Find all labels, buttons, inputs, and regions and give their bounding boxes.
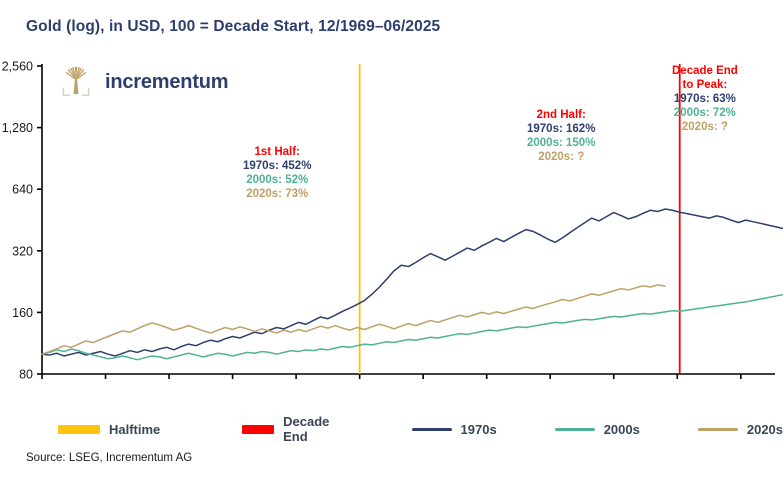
annotation-heading: 2nd Half: (536, 109, 586, 121)
annotation-row-1970s: 1970s: 452% (243, 160, 312, 172)
annotation-second-half: 2nd Half: 1970s: 162% 2000s: 150% 2020s:… (527, 108, 595, 164)
annotation-decade-end-to-peak: Decade End to Peak: 1970s: 63% 2000s: 72… (672, 64, 738, 134)
source-note: Source: LSEG, Incrementum AG (26, 452, 193, 464)
legend-swatch-line (554, 427, 595, 431)
legend-swatch-line (411, 427, 452, 431)
legend-label: Decade End (283, 414, 330, 444)
annotation-row-2020s: 2020s: ? (538, 151, 585, 163)
annotation-heading: Decade End (672, 65, 738, 77)
y-tick-label: 2,560 (2, 60, 33, 74)
annotation-row-2000s: 2000s: 150% (527, 137, 596, 149)
annotation-row-1970s: 1970s: 162% (527, 123, 596, 135)
legend-swatch-line (697, 427, 738, 431)
legend-swatch-bar (58, 424, 100, 434)
annotation-row-2020s: 2020s: 73% (246, 188, 309, 200)
legend-decade-end[interactable]: Decade End (242, 414, 339, 444)
y-tick-label: 320 (12, 244, 33, 258)
y-tick-label: 80 (19, 368, 33, 382)
annotation-row-2000s: 2000s: 72% (673, 107, 736, 119)
chart-legend: Halftime Decade End 1970s 2000s 2020s (0, 412, 783, 446)
legend-label: 2020s (746, 421, 783, 437)
y-tick-label: 160 (12, 306, 33, 320)
annotation-row-2020s: 2020s: ? (681, 121, 728, 133)
y-tick-label: 1,280 (2, 121, 33, 135)
legend-halftime[interactable]: Halftime (58, 422, 160, 437)
chart-title: Gold (log), in USD, 100 = Decade Start, … (26, 18, 441, 35)
brand-name: incrementum (105, 70, 229, 93)
annotation-row-2000s: 2000s: 52% (246, 174, 309, 186)
annotation-row-1970s: 1970s: 63% (673, 93, 736, 105)
brand-logo: incrementum (58, 64, 229, 100)
annotation-heading-line2: to Peak: (682, 79, 728, 91)
chart-svg: 801603206401,2802,5600521041562082603123… (2, 60, 783, 382)
legend-label: 1970s (460, 421, 497, 437)
series-line-2000s (41, 293, 783, 361)
legend-swatch-bar (242, 424, 275, 434)
annotation-first-half: 1st Half: 1970s: 452% 2000s: 52% 2020s: … (243, 145, 311, 201)
legend-2020s[interactable]: 2020s (697, 421, 783, 437)
tree-icon (62, 66, 90, 96)
series-line-2020s (41, 284, 666, 355)
y-tick-label: 640 (12, 183, 33, 197)
legend-1970s[interactable]: 1970s (411, 421, 497, 437)
annotation-heading: 1st Half: (254, 146, 300, 158)
legend-label: 2000s (603, 421, 640, 437)
plot-area: 801603206401,2802,5600521041562082603123… (0, 52, 783, 382)
series-line-1970s (41, 208, 783, 357)
legend-label: Halftime (109, 421, 161, 437)
legend-2000s[interactable]: 2000s (554, 421, 640, 437)
